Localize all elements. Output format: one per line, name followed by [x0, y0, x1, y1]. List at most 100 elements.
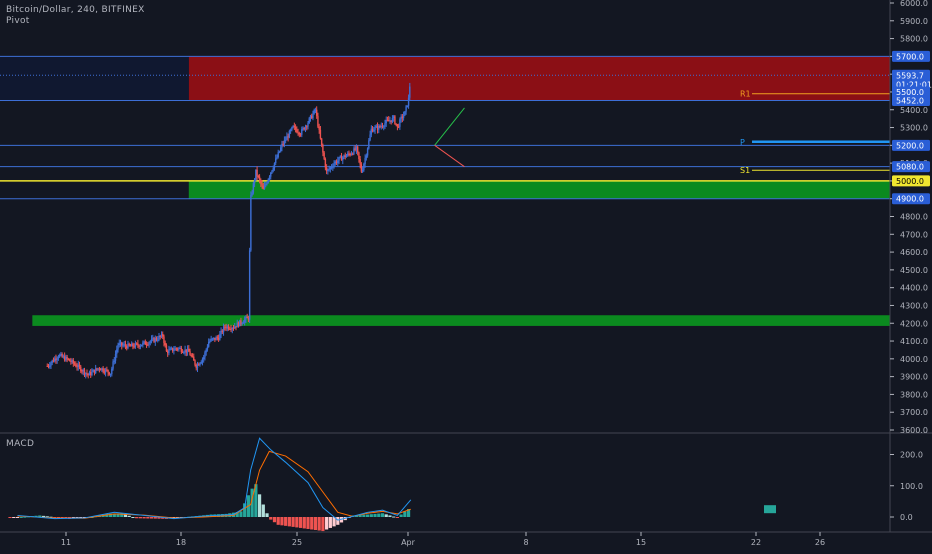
candle-body [328, 169, 330, 171]
candle-body [293, 126, 296, 128]
macd-histogram-bar [406, 509, 411, 517]
macd-histogram-bar [325, 517, 329, 530]
candle-body [226, 326, 228, 329]
macd-histogram-bar [295, 517, 299, 528]
candle-body [140, 345, 143, 347]
pivot-label-s1: S1 [740, 166, 750, 175]
candle-body [199, 363, 201, 366]
candle-body [103, 371, 106, 373]
candle-body [138, 345, 140, 347]
candle-body [311, 115, 313, 119]
candle-body [237, 322, 240, 327]
macd-histogram-bar [280, 517, 284, 526]
candle-body [400, 116, 402, 120]
macd-histogram-bar [38, 515, 42, 517]
candle-body [133, 346, 135, 348]
candle-body [214, 338, 216, 340]
candle-body [250, 195, 252, 251]
candle-body [217, 337, 220, 340]
macd-histogram-bar [254, 484, 258, 517]
x-tick-label: 25 [292, 538, 302, 547]
macd-histogram-bar [161, 517, 165, 519]
candle-body [401, 116, 404, 119]
macd-histogram-bar [149, 517, 154, 519]
candle-body [179, 348, 181, 350]
candle-body [329, 167, 332, 170]
macd-histogram-bar [49, 516, 53, 518]
macd-histogram-bar [321, 517, 325, 532]
candle-body [257, 175, 260, 177]
candle-body [159, 336, 161, 338]
macd-histogram-bar [243, 503, 247, 517]
macd-histogram-bar [34, 515, 38, 517]
y-tick-label: 4400.0 [900, 284, 928, 293]
candle-body [260, 179, 262, 184]
macd-histogram-bar [257, 494, 262, 517]
candle-body [227, 326, 230, 329]
candle-body [256, 169, 258, 176]
candle-body [317, 115, 319, 127]
price-badge-text: 5700.0 [896, 52, 924, 61]
candle-body [204, 352, 206, 358]
zone-layer [0, 56, 891, 326]
candle-body [365, 155, 368, 159]
price-badge-level [892, 161, 930, 173]
candle-body [189, 351, 191, 356]
candle-body [263, 185, 266, 189]
macd-histogram-bar [272, 517, 277, 523]
macd-histogram-bar [310, 517, 314, 530]
candle-body [153, 338, 155, 342]
candle-body [369, 134, 371, 141]
candle-body [266, 182, 268, 185]
candle-body [170, 348, 173, 350]
candle-body [78, 364, 81, 367]
candle-body [94, 368, 97, 373]
candle-body [392, 116, 395, 118]
macd-histogram-bar [41, 515, 46, 517]
x-tick-label: 11 [61, 538, 71, 547]
candle-body [193, 356, 195, 361]
price-badge-level [892, 50, 930, 62]
candle-body [160, 333, 163, 337]
macd-y-tick-label: 200.0 [900, 451, 923, 460]
candle-body [283, 140, 286, 145]
candle-body [149, 341, 152, 343]
candle-body [66, 356, 68, 359]
candle-body [253, 179, 256, 184]
candle-body [67, 358, 70, 360]
candle-body [307, 122, 309, 127]
candle-body [355, 146, 358, 150]
candle-body [210, 338, 212, 341]
macd-histogram-bar [153, 517, 157, 519]
macd-last-marker [764, 505, 776, 514]
candle-body [332, 166, 334, 168]
y-tick-label: 4800.0 [900, 213, 928, 222]
macd-histogram-bar [15, 517, 20, 518]
macd-histogram-bar [276, 517, 280, 525]
y-tick-label: 6000.0 [900, 0, 928, 8]
candle-body [275, 158, 277, 164]
candle-body [277, 152, 279, 158]
candle-body [80, 366, 82, 372]
candle-body [235, 326, 237, 328]
macd-y-tick-label: 0.0 [900, 513, 913, 522]
candle-body [309, 115, 312, 119]
candle-body [262, 185, 264, 189]
candle-body [114, 354, 117, 361]
candle-body [376, 126, 379, 130]
candle-body [405, 106, 407, 112]
candle-body [155, 338, 158, 340]
macd-histogram-bar [328, 517, 332, 528]
candle-body [337, 160, 339, 163]
candle-body [108, 372, 111, 375]
candle-body [148, 342, 150, 345]
y-tick-label: 4600.0 [900, 248, 928, 257]
candle-body [219, 334, 221, 340]
macd-histogram-bar [146, 517, 150, 519]
price-badge-level [892, 86, 930, 98]
candle-body [230, 328, 232, 330]
candle-body [297, 132, 299, 134]
x-tick-label: 18 [176, 538, 186, 547]
macd-histogram-bar [138, 517, 142, 519]
